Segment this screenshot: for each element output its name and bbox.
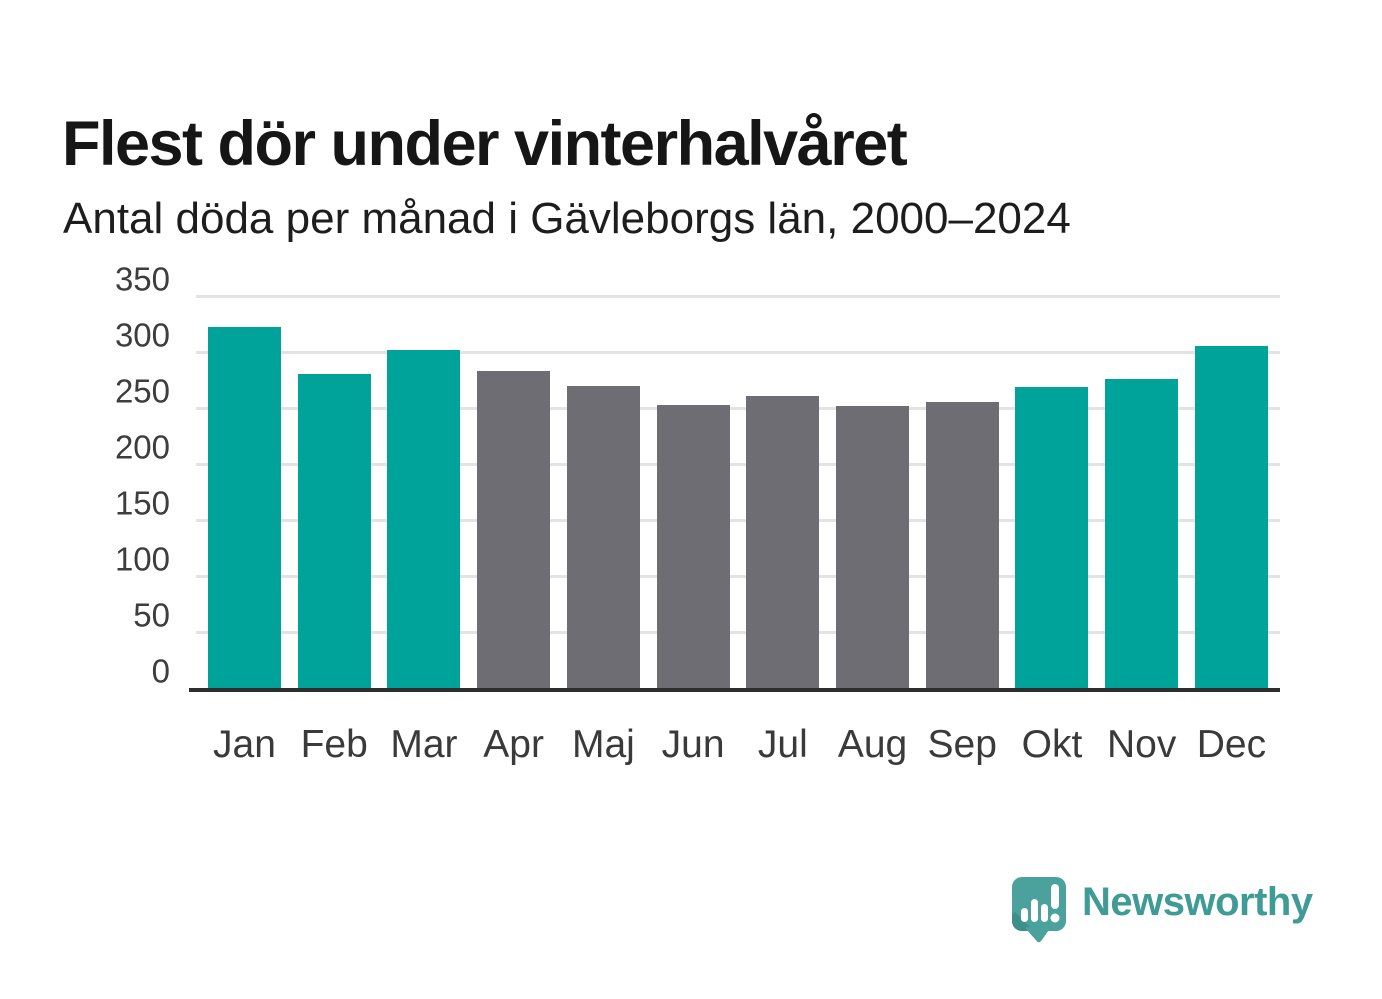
bar-jun: [656, 404, 730, 688]
x-tick-label-jan: Jan: [213, 723, 276, 766]
bar-dec: [1194, 346, 1268, 688]
bar-jan: [208, 327, 281, 688]
y-tick-label-350: 350: [114, 260, 170, 298]
gridline-200: [196, 462, 1280, 466]
x-tick-label-dec: Dec: [1196, 723, 1267, 766]
x-axis: Jan Feb Mar Apr Maj Jun Jul Aug Sep Okt Nov Dec: [196, 723, 1280, 767]
y-tick-label-50: 50: [133, 596, 170, 634]
gridline-150: [196, 518, 1280, 522]
x-tick-label-mar: Mar: [390, 723, 458, 766]
x-tick-label-aug: Aug: [837, 723, 908, 766]
bar-okt: [1015, 386, 1089, 688]
bar-apr: [477, 371, 551, 688]
gridline-50: [196, 630, 1280, 634]
gridline-250: [196, 406, 1280, 410]
x-axis-line: [189, 688, 1280, 692]
brand-footer: Newsworthy: [1012, 877, 1313, 944]
bar-jul: [746, 395, 820, 688]
y-tick-label-300: 300: [114, 316, 170, 354]
x-tick-label-okt: Okt: [1021, 723, 1083, 766]
bar-sep: [925, 402, 999, 688]
gridline-100: [196, 574, 1280, 578]
chart-title: Flest dör under vinterhalvåret: [62, 109, 908, 180]
x-tick-label-nov: Nov: [1107, 723, 1177, 766]
y-tick-label-250: 250: [114, 372, 170, 410]
brand-wordmark: Newsworthy: [1082, 880, 1313, 924]
y-tick-label-0: 0: [151, 652, 170, 690]
y-tick-label-100: 100: [114, 540, 170, 578]
plot-area: [189, 294, 1280, 692]
bar-feb: [297, 374, 371, 688]
bar-aug: [836, 405, 910, 688]
y-tick-label-200: 200: [114, 428, 170, 466]
bar-series: [196, 296, 1280, 688]
bar-maj: [566, 385, 640, 688]
x-tick-label-jun: Jun: [661, 723, 725, 766]
gridline-350: [196, 294, 1280, 298]
x-tick-label-sep: Sep: [927, 723, 997, 766]
bar-mar: [387, 349, 461, 688]
y-tick-label-150: 150: [114, 484, 170, 522]
x-tick-label-jul: Jul: [757, 723, 808, 766]
newsworthy-logo-icon: [1012, 877, 1066, 943]
x-tick-label-maj: Maj: [571, 723, 635, 766]
y-axis: 0 50 100 150 200 250 300 350: [40, 263, 170, 690]
x-tick-label-apr: Apr: [483, 723, 544, 766]
gridline-300: [196, 350, 1280, 354]
x-tick-label-feb: Feb: [300, 723, 368, 766]
chart-subtitle: Antal döda per månad i Gävleborgs län, 2…: [63, 194, 1071, 243]
bar-nov: [1105, 378, 1179, 688]
